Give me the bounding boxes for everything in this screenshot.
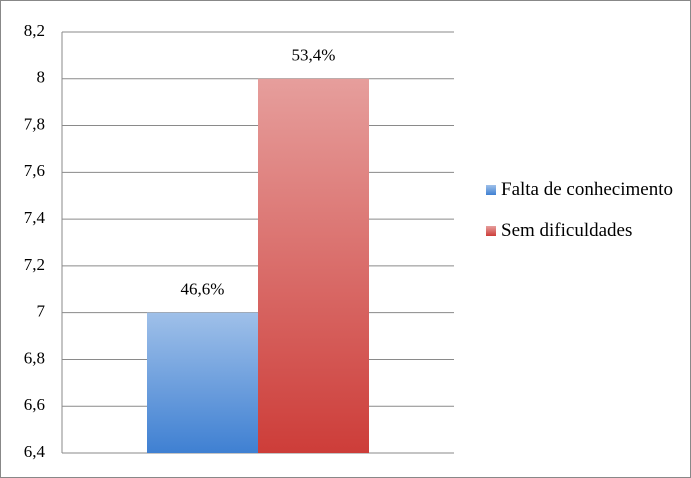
legend-swatch <box>486 185 496 195</box>
legend: Falta de conhecimento Sem dificuldades <box>486 176 676 258</box>
y-tick-label: 6,8 <box>24 348 45 367</box>
y-tick-label: 7,2 <box>24 255 45 274</box>
y-tick-label: 6,4 <box>24 442 46 461</box>
y-tick-label: 7,6 <box>24 161 45 180</box>
y-tick-label: 7,8 <box>24 114 45 133</box>
y-tick-label: 8,2 <box>24 21 45 40</box>
bar <box>258 78 369 454</box>
y-tick-label: 7,4 <box>24 208 46 227</box>
y-tick-label: 8 <box>37 68 46 87</box>
annotation: 53,4% <box>292 46 336 65</box>
legend-label: Sem dificuldades <box>501 220 633 241</box>
legend-label: Falta de conhecimento <box>501 179 673 200</box>
legend-item: Falta de conhecimento <box>486 176 676 203</box>
legend-item: Sem dificuldades <box>486 217 676 244</box>
y-tick-label: 6,6 <box>24 395 45 414</box>
annotation: 46,6% <box>181 280 225 299</box>
legend-swatch <box>486 226 496 236</box>
bar <box>147 312 258 453</box>
y-tick-label: 7 <box>37 302 46 321</box>
